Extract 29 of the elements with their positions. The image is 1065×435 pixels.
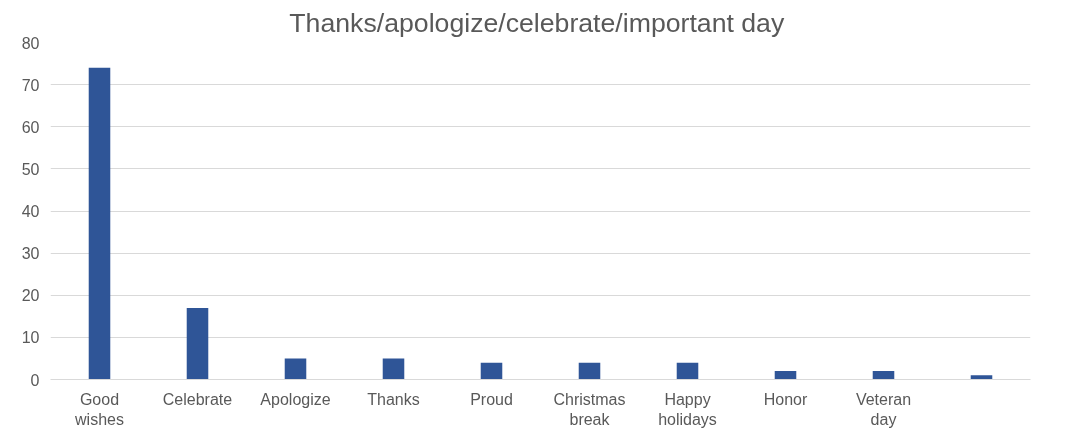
x-tick-label: Happy holidays	[658, 390, 717, 428]
x-tick-label: Apologize	[260, 390, 331, 408]
x-tick-label: Proud	[470, 390, 513, 408]
y-tick-label: 50	[21, 160, 40, 178]
x-tick-label: Good wishes	[74, 390, 124, 428]
x-tick-label: Celebrate	[162, 390, 233, 408]
x-tick-label: Veteran day	[855, 390, 912, 428]
y-tick-label: 10	[21, 329, 40, 347]
bar	[88, 67, 111, 380]
y-tick-label: 60	[21, 118, 40, 136]
bar	[774, 371, 797, 380]
bar	[578, 362, 601, 380]
y-tick-label: 70	[21, 76, 40, 94]
bar	[382, 358, 405, 380]
x-tick-label: Thanks	[367, 390, 420, 408]
bar	[186, 307, 209, 380]
y-tick-label: 20	[21, 287, 40, 305]
y-tick-label: 0	[30, 371, 40, 389]
x-tick-label: Christmas break	[553, 390, 626, 428]
bar	[480, 362, 503, 380]
y-tick-label: 30	[21, 245, 40, 263]
bar	[284, 358, 307, 380]
bar	[676, 362, 699, 380]
y-tick-label: 80	[21, 34, 40, 52]
bar	[970, 375, 993, 380]
x-tick-label: Honor	[763, 390, 808, 408]
y-tick-label: 40	[21, 203, 40, 220]
chart-title: Thanks/apologize/celebrate/important day	[289, 7, 785, 38]
bar	[872, 371, 895, 380]
